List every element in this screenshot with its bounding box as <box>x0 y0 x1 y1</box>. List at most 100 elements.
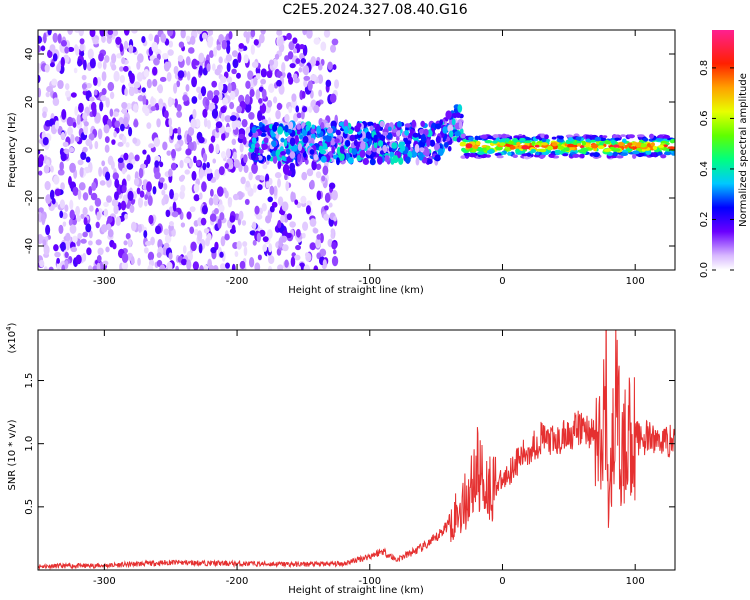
spectrogram-cell <box>245 80 251 89</box>
spectrogram-cell <box>240 176 246 185</box>
spectrogram-cell <box>127 238 132 248</box>
spectrogram-cell <box>390 158 395 165</box>
spectrogram-cell <box>170 162 177 171</box>
spectrogram-cell <box>64 204 69 212</box>
spectrogram-cell <box>42 136 49 146</box>
spectrogram-cell <box>178 41 185 48</box>
spectrogram-cell <box>83 121 89 127</box>
spectrogram-cell <box>419 147 425 152</box>
spectrogram-cell <box>143 69 150 78</box>
spectrogram-cell <box>308 106 313 113</box>
spectrogram-cell <box>127 190 134 202</box>
spectrogram-cell <box>179 190 185 200</box>
spectrogram-cell <box>150 96 155 107</box>
spectrogram-cell <box>325 122 331 128</box>
spectrogram-cell <box>387 126 392 132</box>
spectrogram-cell <box>103 124 110 134</box>
spectrogram-cell <box>167 30 174 37</box>
spectrogram-cell <box>275 109 281 120</box>
spectrogram-cell <box>79 166 84 178</box>
spectrogram-cell <box>38 62 41 71</box>
spectrogram-cell <box>123 240 128 246</box>
spectrogram-cell <box>210 135 216 143</box>
spectrogram-cell <box>157 239 163 250</box>
spectrogram-cell <box>437 148 444 156</box>
spectrogram-cell <box>93 89 98 96</box>
spectrogram-cell <box>420 133 427 143</box>
spectrogram-cell <box>255 73 261 80</box>
spectrogram-cell <box>663 151 672 156</box>
spectrogram-cell <box>318 89 323 97</box>
spectrogram-cell <box>225 53 233 62</box>
spectrogram-cell <box>99 30 106 37</box>
spectrogram-cell <box>557 145 565 150</box>
spectrogram-cell <box>59 161 64 171</box>
spectrogram-cell <box>315 171 322 179</box>
spectrogram-cell <box>627 142 633 147</box>
spectrogram-cell <box>203 117 208 128</box>
spectrogram-cell <box>168 40 174 48</box>
spectrogram-cell <box>78 30 85 37</box>
spectrogram-cell <box>325 79 332 88</box>
spectrogram-cell <box>325 134 332 143</box>
spectrogram-plot <box>38 30 675 270</box>
spectrogram-cell <box>334 138 340 144</box>
spectrogram-cell <box>251 61 259 68</box>
spectrogram-cell <box>272 96 278 104</box>
spectrogram-cell <box>250 152 256 161</box>
spectrogram-cell <box>74 106 79 116</box>
spectrogram-cell <box>376 155 383 165</box>
spectrogram-cell <box>227 82 232 94</box>
spectrogram-cell <box>198 136 205 144</box>
spectrogram-cell <box>320 122 325 131</box>
spectrogram-cell <box>117 157 124 164</box>
spectrogram-cell <box>524 140 532 144</box>
spectrogram-cell <box>96 262 101 270</box>
spectrogram-cell <box>136 72 143 82</box>
spectrogram-cell <box>50 165 54 173</box>
spectrogram-cell <box>300 195 307 204</box>
spectrogram-cell <box>100 224 108 233</box>
spectrogram-cell <box>193 155 197 164</box>
spectrogram-cell <box>146 78 152 89</box>
spectrogram-cell <box>321 145 328 150</box>
spectrogram-cell <box>72 121 77 128</box>
spectrogram-cell <box>221 113 225 122</box>
spectrogram-cell <box>650 142 656 147</box>
spectrogram-cell <box>97 128 103 140</box>
snr-y-label: SNR (10 * v/v) <box>7 419 18 490</box>
spectrogram-cell <box>147 251 155 261</box>
spectrogram-cell <box>146 181 152 193</box>
spectrogram-cell <box>154 160 160 168</box>
spectrogram-cell <box>554 149 562 154</box>
spectrogram-cell <box>313 228 319 234</box>
spectrogram-cell <box>640 152 645 157</box>
spectrogram-cell <box>322 259 327 268</box>
spectrogram-cell <box>296 130 301 135</box>
spectrogram-cell <box>52 32 58 43</box>
spectrogram-cell <box>266 99 273 108</box>
spectrogram-cell <box>151 41 158 53</box>
colorbar-tick-label: 0.2 <box>699 212 710 228</box>
spectrogram-cell <box>208 143 214 154</box>
spectrogram-cell <box>206 162 210 169</box>
spectrogram-cell <box>295 228 301 238</box>
spectrogram-cell <box>620 134 627 138</box>
spectrogram-cell <box>206 90 214 101</box>
spectrogram-cell <box>259 33 265 44</box>
spectrogram-cell <box>83 59 87 71</box>
spectrogram-cell <box>136 61 141 70</box>
spectrogram-cell <box>224 126 232 133</box>
spectrogram-cell <box>225 262 230 269</box>
spectrogram-cell <box>82 146 88 153</box>
spectrogram-cell <box>662 134 671 139</box>
spectrogram-cell <box>534 144 540 148</box>
spectrogram-cell <box>98 52 104 62</box>
spectrogram-cell <box>356 122 362 128</box>
spectrogram-cell <box>229 228 236 234</box>
spectrogram-x-label: Height of straight line (km) <box>288 285 424 296</box>
spectrogram-cell <box>289 221 296 228</box>
spectrogram-cell <box>83 217 88 226</box>
spectrogram-cell <box>213 94 219 104</box>
spectrogram-cell <box>365 131 371 140</box>
